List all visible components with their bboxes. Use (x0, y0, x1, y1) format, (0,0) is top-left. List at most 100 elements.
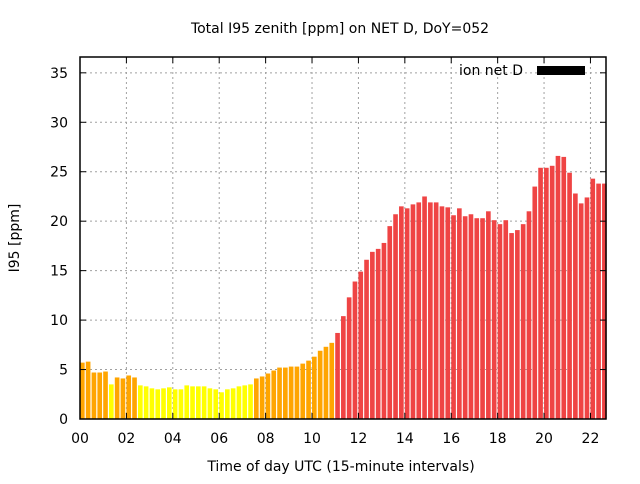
bar (433, 202, 439, 419)
bar (503, 220, 509, 419)
bar (172, 389, 178, 419)
bar (462, 216, 468, 419)
bar (578, 203, 584, 419)
bar (346, 297, 352, 419)
bar (497, 224, 503, 419)
bar (364, 259, 369, 419)
y-tick-label: 20 (50, 214, 68, 230)
bar (80, 362, 85, 419)
bar (573, 193, 578, 419)
bar (271, 370, 277, 419)
x-tick-label: 04 (164, 431, 182, 447)
ticks: 0 5 10 15 20 25 30 35 00 02 04 06 08 10 12 14 16 18 20 22 (50, 57, 606, 447)
x-axis-label: Time of day UTC (15-minute intervals) (206, 459, 474, 475)
y-tick-label: 30 (50, 115, 68, 131)
bar (491, 220, 497, 419)
bar (265, 373, 271, 419)
bar (584, 197, 590, 419)
bar (439, 206, 445, 419)
bar (283, 367, 288, 419)
bar (120, 378, 126, 419)
bar (288, 366, 294, 419)
x-tick-label: 08 (257, 431, 275, 447)
bar (404, 208, 410, 419)
bar (155, 389, 161, 419)
bar (532, 186, 538, 419)
x-tick-label: 18 (489, 431, 507, 447)
bar (207, 388, 213, 419)
bars (80, 155, 607, 419)
bar (103, 371, 108, 419)
legend-swatch (537, 66, 585, 75)
bar (509, 233, 514, 419)
y-tick-label: 5 (59, 363, 68, 379)
x-tick-label: 06 (210, 431, 228, 447)
bar (312, 356, 317, 419)
bar (393, 214, 398, 419)
x-tick-label: 12 (350, 431, 368, 447)
x-tick-label: 14 (396, 431, 414, 447)
bar (567, 172, 572, 419)
y-axis-label: I95 [ppm] (7, 204, 23, 273)
bar (300, 363, 306, 419)
bar (381, 242, 387, 419)
bar (143, 386, 149, 419)
bar (474, 218, 480, 419)
bar (97, 372, 103, 419)
chart-title: Total I95 zenith [ppm] on NET D, DoY=052 (190, 21, 489, 37)
bar (538, 167, 543, 419)
bar (126, 375, 132, 419)
bar (561, 156, 567, 419)
bar (161, 388, 166, 419)
bar (184, 385, 190, 419)
legend: ion net D (459, 63, 585, 79)
plot-frame (79, 56, 607, 420)
bar (213, 389, 219, 419)
bar (254, 378, 259, 419)
bar (602, 183, 607, 419)
bar (358, 271, 364, 419)
bar (138, 385, 143, 419)
bar (468, 214, 474, 419)
bar (201, 386, 207, 419)
y-tick-label: 25 (50, 165, 68, 181)
bar (306, 360, 311, 419)
bar (590, 178, 596, 419)
bar (335, 332, 340, 419)
y-tick-label: 35 (50, 66, 68, 82)
bar (422, 196, 427, 419)
bar (520, 224, 526, 419)
bar (416, 202, 422, 419)
x-tick-label: 20 (535, 431, 553, 447)
bar (109, 384, 114, 419)
y-tick-label: 10 (50, 313, 68, 329)
x-tick-label: 10 (303, 431, 321, 447)
bar (445, 207, 451, 419)
bar (236, 386, 242, 419)
bar (294, 366, 300, 419)
y-tick-label: 15 (50, 264, 68, 280)
bar (114, 377, 120, 419)
bar (242, 385, 248, 419)
bar (526, 211, 532, 419)
bar (225, 389, 230, 419)
bar (370, 251, 375, 419)
bar (132, 377, 137, 419)
legend-label: ion net D (459, 63, 523, 79)
bar (375, 248, 381, 419)
x-tick-label: 00 (71, 431, 89, 447)
bar (399, 206, 404, 419)
x-tick-label: 16 (442, 431, 460, 447)
bar (486, 211, 491, 419)
bar (317, 350, 323, 419)
bar (457, 208, 462, 419)
bar (149, 388, 155, 419)
bar (428, 202, 433, 419)
bar (555, 155, 561, 419)
bar (178, 389, 184, 419)
x-tick-label: 02 (117, 431, 135, 447)
bar (515, 230, 520, 419)
bar (352, 281, 358, 419)
bar (277, 367, 282, 419)
